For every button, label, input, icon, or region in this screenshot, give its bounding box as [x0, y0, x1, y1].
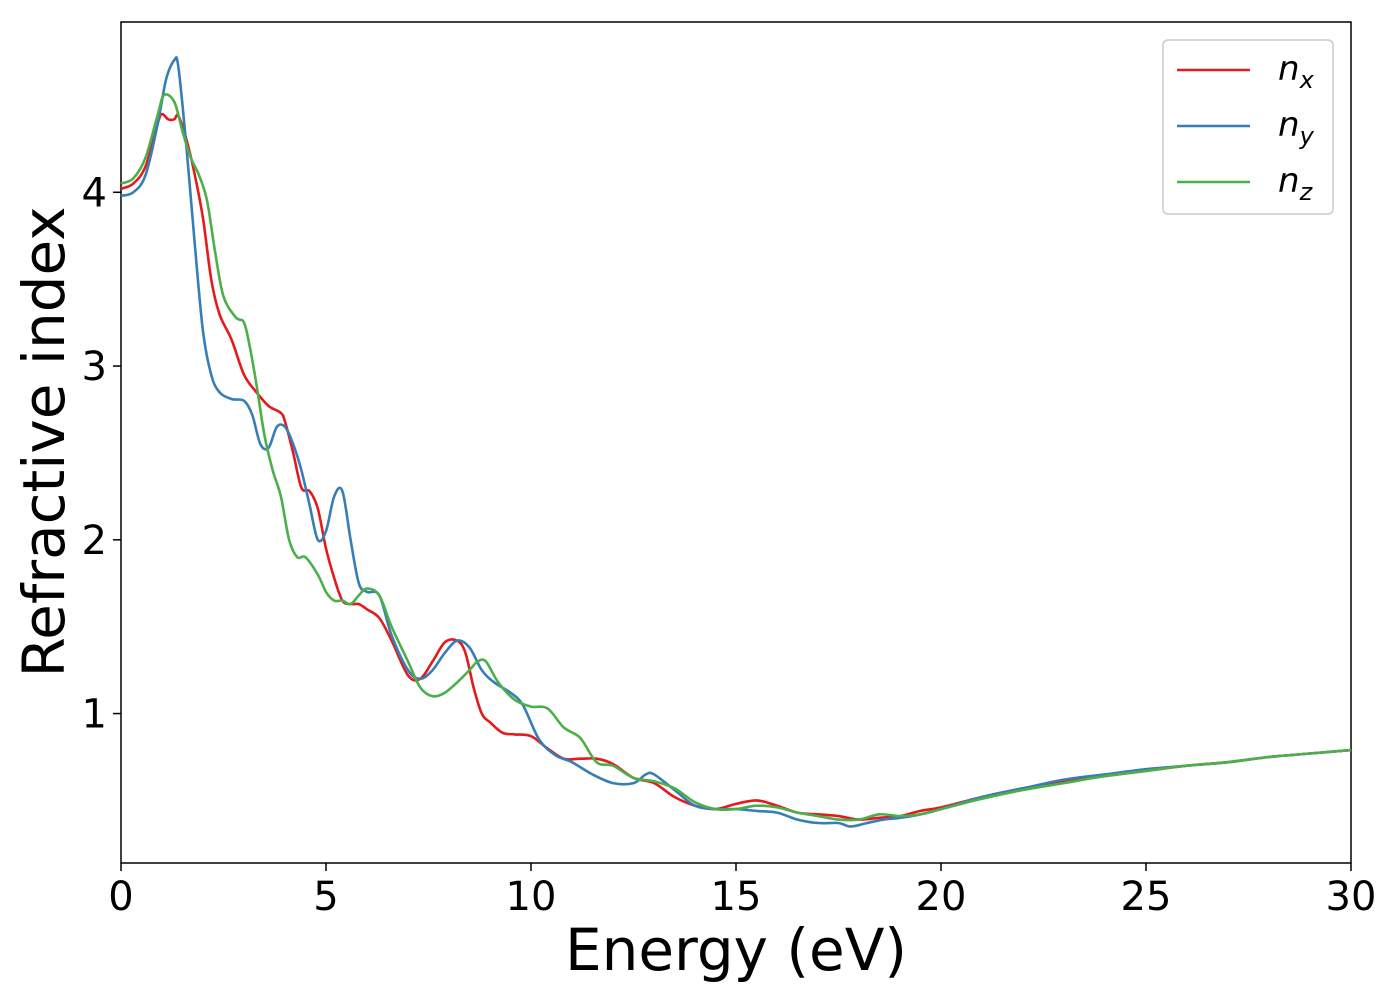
- x-tick-label: 0: [108, 874, 133, 920]
- legend-label-nz: nz: [1278, 161, 1314, 206]
- y-axis-title: Refractive index: [10, 206, 78, 677]
- x-tick-label: 15: [711, 874, 762, 920]
- y-tick-label: 4: [82, 170, 107, 216]
- y-tick-label: 1: [82, 692, 107, 738]
- legend-label-ny: ny: [1278, 105, 1315, 150]
- axis-ticks: 0 5 10 15 20 25 30 1 2 3 4: [82, 170, 1377, 920]
- x-tick-label: 20: [916, 874, 967, 920]
- x-axis-title: Energy (eV): [565, 916, 907, 984]
- y-tick-label: 3: [82, 344, 107, 390]
- legend-label-main: n: [1278, 105, 1300, 145]
- series-layer: [120, 56, 1352, 828]
- series-line-ny: [120, 56, 1352, 828]
- x-tick-label: 5: [313, 874, 338, 920]
- legend-label-nx: nx: [1278, 49, 1315, 94]
- y-tick-label: 2: [82, 518, 107, 564]
- legend-label-subscript: x: [1299, 66, 1315, 94]
- legend-label-main: n: [1278, 161, 1300, 201]
- x-tick-label: 30: [1326, 874, 1377, 920]
- series-line-nz: [120, 93, 1352, 822]
- x-tick-label: 10: [506, 874, 557, 920]
- legend-label-subscript: y: [1299, 122, 1315, 150]
- plot-area: [120, 21, 1352, 864]
- legend-label-main: n: [1278, 49, 1300, 89]
- x-tick-label: 25: [1121, 874, 1172, 920]
- legend-label-subscript: z: [1299, 178, 1314, 206]
